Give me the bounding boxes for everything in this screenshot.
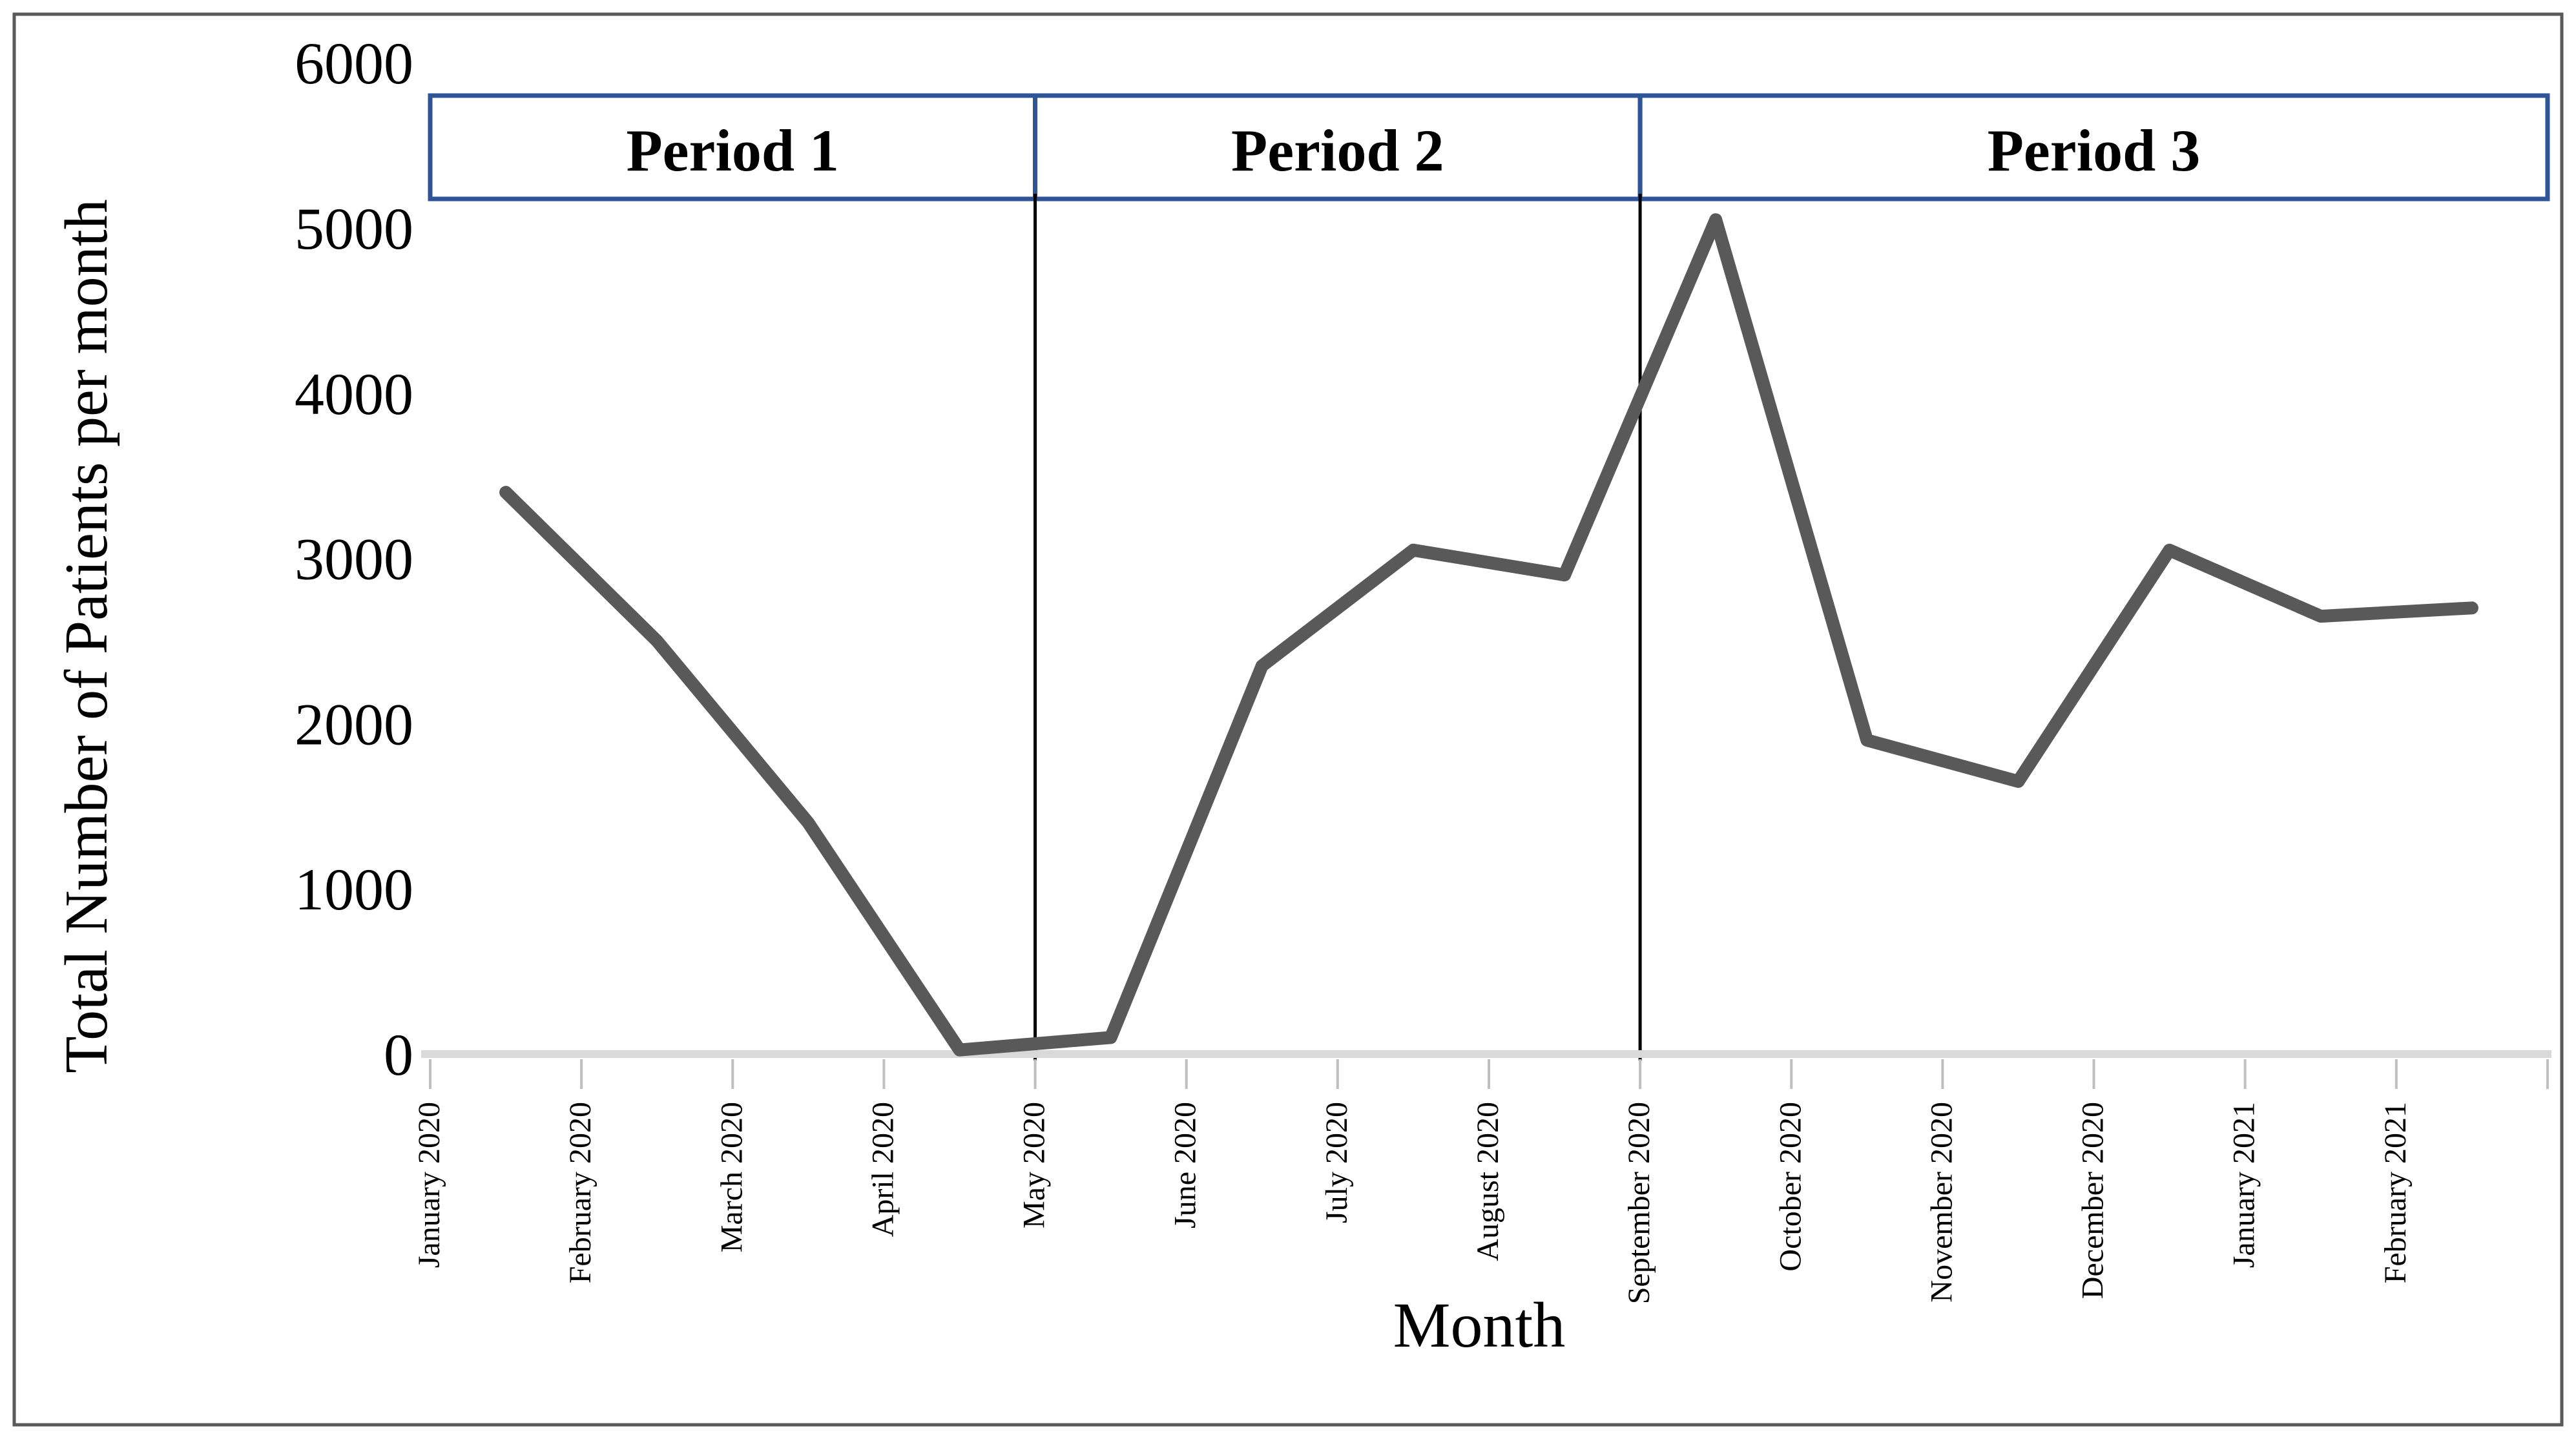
period-box (428, 93, 1038, 202)
x-tick-label: May 2020 (1017, 1102, 1052, 1228)
period-label: Period 3 (1988, 118, 2201, 183)
x-tick-label: November 2020 (1924, 1102, 1958, 1303)
period-box (1033, 93, 1643, 202)
x-tick-label: January 2021 (2227, 1102, 2261, 1268)
x-tick-label: January 2020 (412, 1102, 446, 1268)
period-label: Period 1 (626, 118, 839, 183)
x-tick-label: December 2020 (2076, 1102, 2110, 1299)
period-boxes-group: Period 1 Period 2 Period 3 (428, 93, 2550, 202)
axis-layer (421, 1050, 2551, 1089)
y-tick-label: 5000 (295, 196, 413, 262)
x-tick-label: July 2020 (1320, 1102, 1354, 1223)
x-tick-label: September 2020 (1622, 1102, 1656, 1304)
divider-lines-group (1034, 194, 1642, 1061)
x-tick-label: March 2020 (714, 1102, 749, 1252)
y-tick-label: 0 (384, 1022, 413, 1088)
period-box (1637, 93, 2550, 202)
y-tick-label: 3000 (295, 526, 413, 592)
y-tick-label: 1000 (295, 856, 413, 922)
x-tick-label: June 2020 (1169, 1102, 1203, 1228)
y-axis-title: Total Number of Patients per month (53, 199, 120, 1073)
y-tick-label: 4000 (295, 361, 413, 427)
x-tick-label: February 2021 (2378, 1102, 2413, 1283)
y-tick-label: 6000 (295, 30, 413, 96)
x-tick-label: October 2020 (1773, 1102, 1807, 1272)
x-tick-label: August 2020 (1471, 1102, 1505, 1261)
tick-label-layer: 0 1000 2000 3000 4000 5000 6000 January 2020 Feb… (295, 30, 2413, 1304)
x-tick-label: April 2020 (866, 1102, 900, 1237)
y-tick-label: 2000 (295, 691, 413, 757)
x-tick-label: February 2020 (563, 1102, 597, 1283)
figure-border (12, 12, 2564, 1427)
period-label: Period 2 (1231, 118, 1444, 183)
series-layer (499, 213, 2478, 1057)
x-axis-title: Month (1393, 1289, 1566, 1361)
patients-series-line (499, 213, 2478, 1057)
